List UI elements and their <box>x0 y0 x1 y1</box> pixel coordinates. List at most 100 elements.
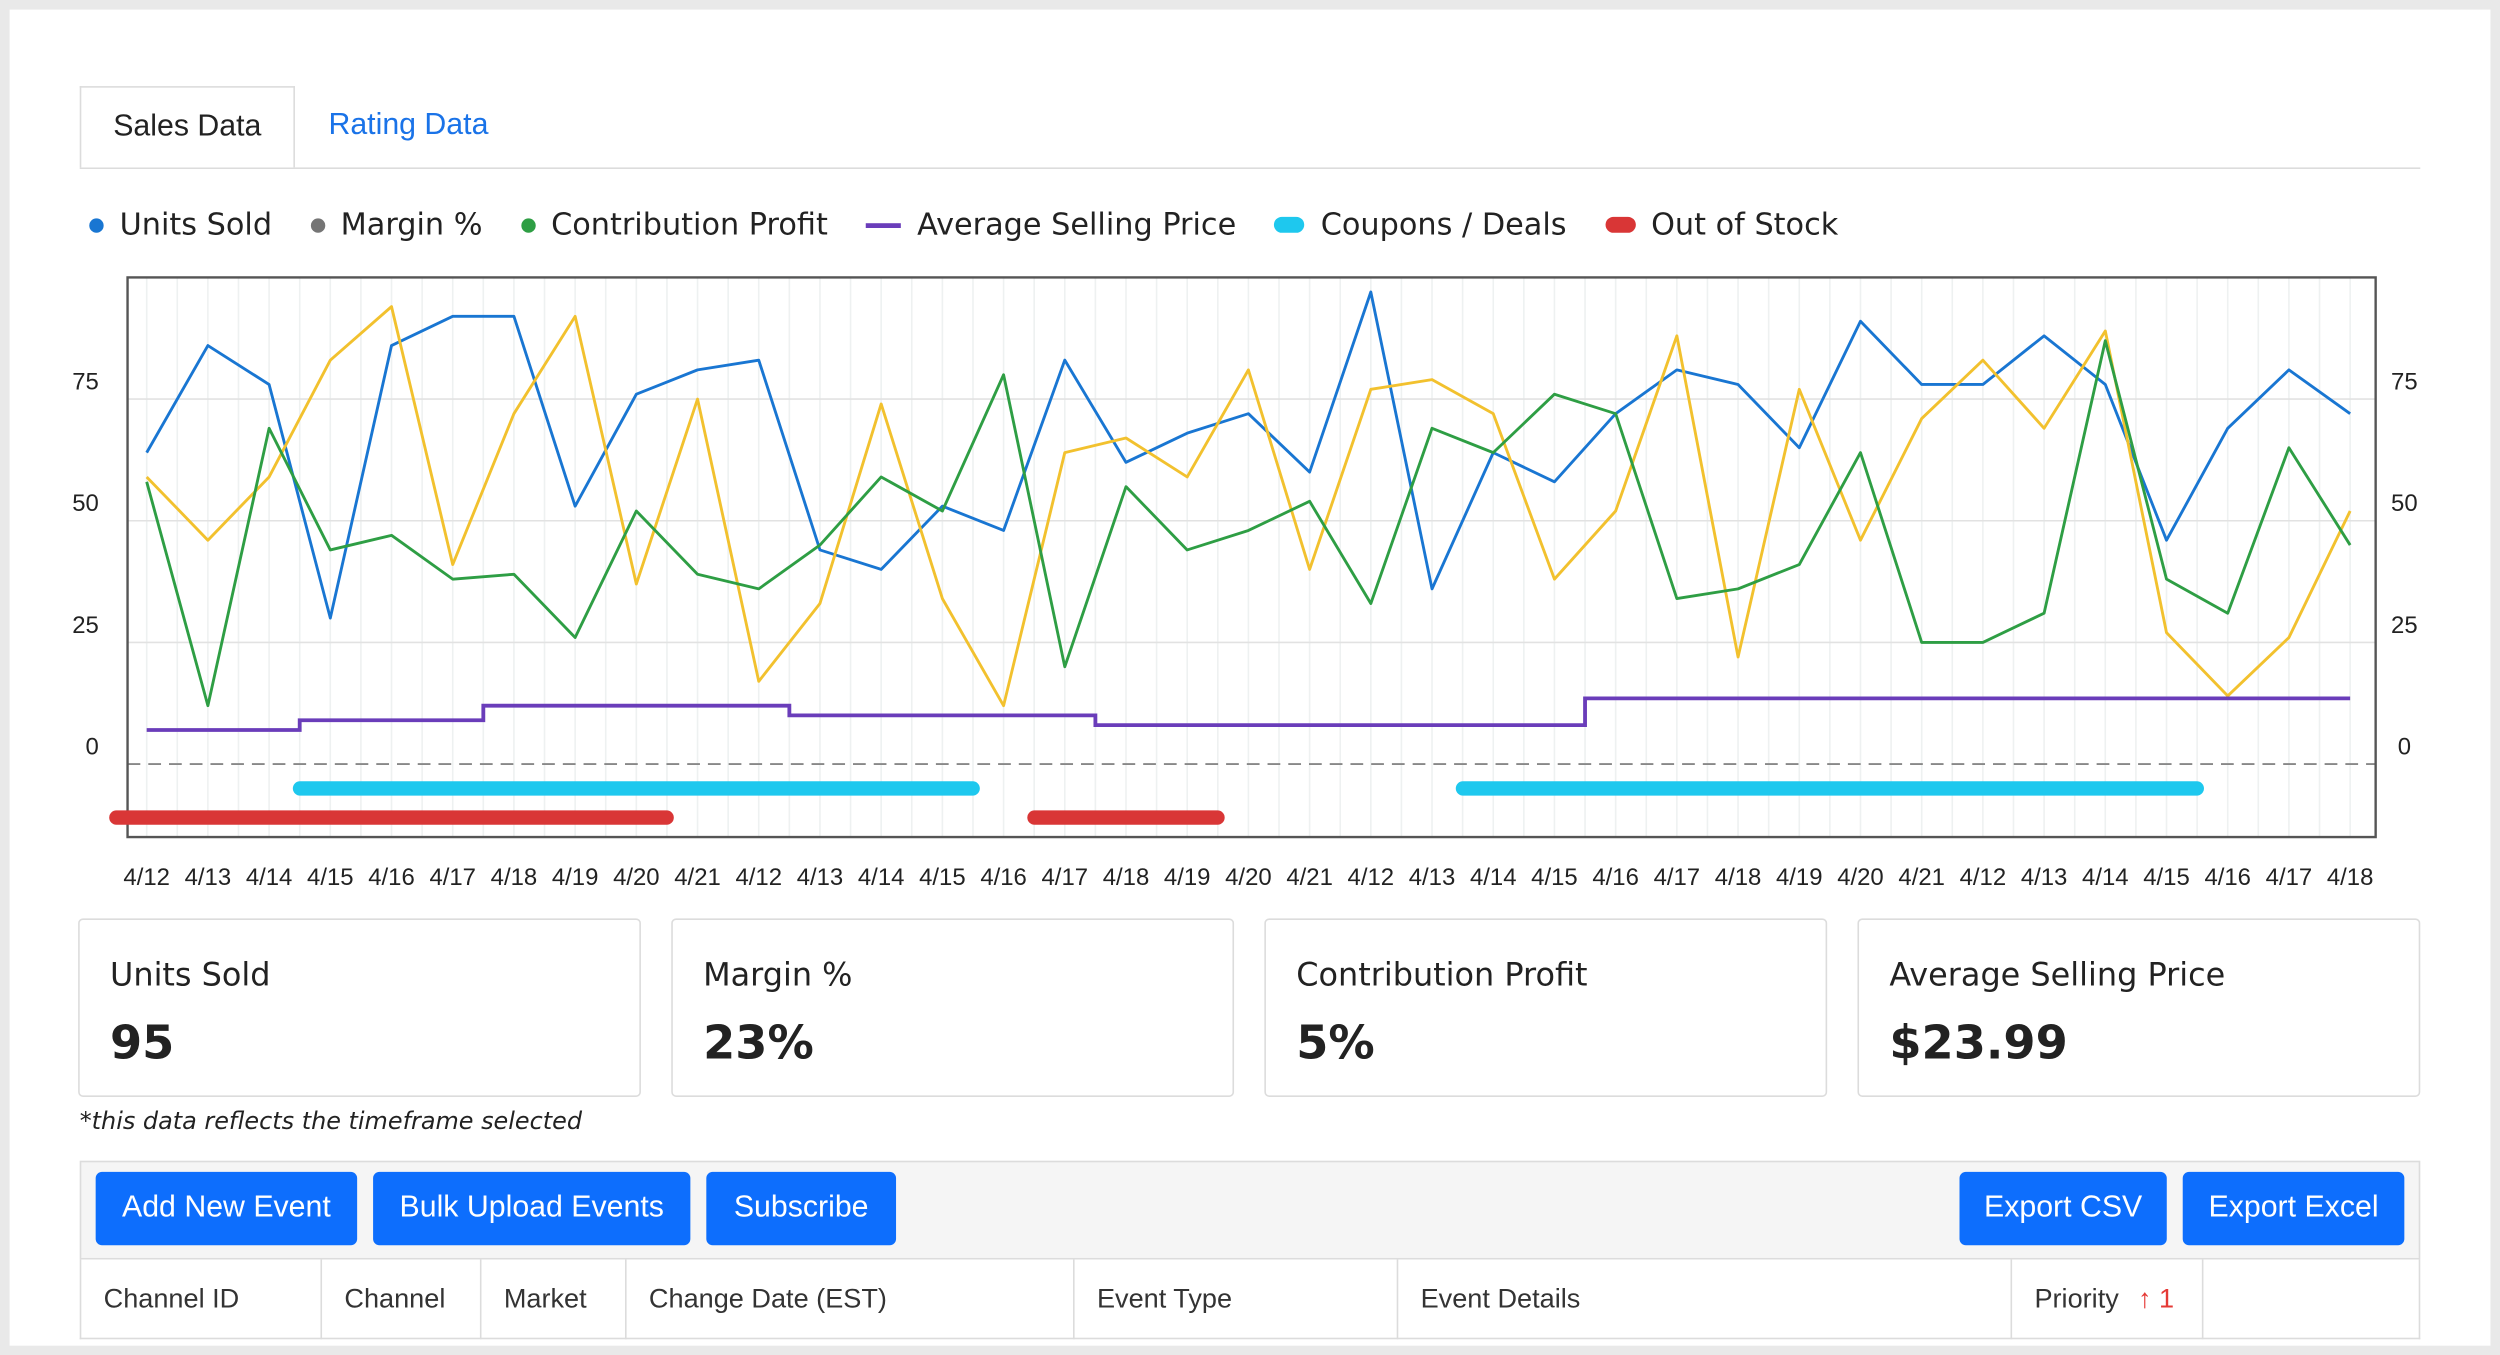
x-tick-label: 4/20 <box>1837 864 1884 891</box>
legend-label: Out of Stock <box>1651 207 1839 243</box>
legend-marker <box>1274 216 1305 233</box>
x-tick-label: 4/12 <box>123 864 170 891</box>
legend-label: Units Sold <box>119 207 273 243</box>
x-tick-label: 4/16 <box>2204 864 2251 891</box>
column-label: Change Date (EST) <box>648 1283 887 1314</box>
x-tick-label: 4/17 <box>1042 864 1089 891</box>
legend-item: Average Selling Price <box>866 207 1236 242</box>
x-tick-label: 4/17 <box>1654 864 1701 891</box>
y-tick-label: 50 <box>72 490 99 517</box>
series-line <box>145 305 2352 708</box>
x-tick-label: 4/13 <box>2021 864 2068 891</box>
card-value: 95 <box>110 1015 175 1070</box>
x-tick-label: 4/16 <box>368 864 415 891</box>
legend-label: Margin % <box>340 207 483 243</box>
x-tick-label: 4/18 <box>491 864 538 891</box>
x-tick-label: 4/16 <box>1592 864 1639 891</box>
stat-card: Average Selling Price $23.99 <box>1857 918 2421 1097</box>
plot-border <box>126 276 2377 839</box>
card-value: $23.99 <box>1889 1015 2068 1070</box>
button[interactable]: Add New Event <box>95 1171 358 1246</box>
x-tick-label: 4/17 <box>2266 864 2313 891</box>
y2-tick-label: 0 <box>2398 733 2411 760</box>
column-label: Event Type <box>1096 1283 1233 1314</box>
note: *this data reflects the timeframe select… <box>79 1106 583 1136</box>
x-tick-label: 4/15 <box>1531 864 1578 891</box>
legend-marker <box>1604 216 1636 233</box>
button[interactable]: Bulk Upload Events <box>373 1171 691 1246</box>
y-tick-label: 75 <box>72 368 99 395</box>
x-tick-label: 4/17 <box>429 864 476 891</box>
x-tick-label: 4/20 <box>613 864 660 891</box>
column-header[interactable]: Priority ↑ 1 <box>2012 1259 2204 1340</box>
column-label: Channel <box>344 1283 446 1314</box>
stat-card: Contribution Profit 5% <box>1264 918 1828 1097</box>
column-label: Channel ID <box>103 1283 240 1314</box>
button[interactable]: Subscribe <box>706 1171 897 1246</box>
x-tick-label: 4/16 <box>980 864 1027 891</box>
x-tick-label: 4/19 <box>1164 864 1211 891</box>
legend-item: Out of Stock <box>1604 207 1839 243</box>
legend-item: Coupons / Deals <box>1274 207 1567 243</box>
column-header[interactable]: Market <box>482 1259 627 1340</box>
x-tick-label: 4/15 <box>307 864 354 891</box>
column-header[interactable] <box>2203 1260 2421 1340</box>
card-title: Average Selling Price <box>1889 955 2226 994</box>
card-title: Units Sold <box>110 955 271 994</box>
stat-card: Units Sold 95 <box>78 918 641 1097</box>
x-tick-label: 4/12 <box>1960 864 2007 891</box>
legend-label: Contribution Profit <box>551 207 828 243</box>
x-tick-label: 4/18 <box>1103 864 1150 891</box>
x-tick-label: 4/20 <box>1225 864 1272 891</box>
legend-marker <box>89 217 104 232</box>
sort-indicator: ↑ 1 <box>2137 1283 2175 1314</box>
y2-tick-label: 25 <box>2391 612 2418 639</box>
legend-item: Margin % <box>310 207 483 243</box>
card-title: Contribution Profit <box>1296 955 1588 994</box>
tab-line <box>79 167 2421 170</box>
series-step <box>146 696 2351 732</box>
x-tick-label: 4/12 <box>1348 864 1395 891</box>
tab[interactable]: Sales Data <box>79 86 295 168</box>
table-header: Channel ID Channel Market Change Date (EST)… <box>79 1259 2421 1340</box>
legend-label: Coupons / Deals <box>1320 207 1567 243</box>
x-tick-label: 4/14 <box>246 864 293 891</box>
legend-marker <box>866 222 902 228</box>
column-label: Event Details <box>1420 1283 1581 1314</box>
x-tick-label: 4/13 <box>185 864 232 891</box>
tab[interactable]: Rating Data <box>328 108 489 142</box>
x-tick-label: 4/18 <box>1715 864 1762 891</box>
card-value: 23% <box>703 1015 814 1070</box>
card-title: Margin % <box>703 955 853 994</box>
x-tick-label: 4/13 <box>1409 864 1456 891</box>
chart: 0 25 50 75 0 25 50 75 4/12 4/13 4/14 4/15 4/16 4/17 4/… <box>72 276 2418 891</box>
card-value: 5% <box>1296 1015 1375 1070</box>
legend-marker <box>310 217 325 232</box>
legend: Units Sold Margin % Contribution Profit Ave… <box>89 202 1876 247</box>
legend-item: Contribution Profit <box>520 207 828 243</box>
x-tick-label: 4/18 <box>2327 864 2374 891</box>
column-header[interactable]: Event Details <box>1398 1259 2013 1340</box>
panel <box>9 9 2491 1346</box>
button[interactable]: Export Excel <box>2182 1171 2405 1246</box>
x-tick-label: 4/15 <box>919 864 966 891</box>
x-tick-label: 4/13 <box>797 864 844 891</box>
x-tick-label: 4/19 <box>1776 864 1823 891</box>
stat-card: Margin % 23% <box>671 918 1235 1097</box>
y2-tick-label: 75 <box>2391 368 2418 395</box>
column-header[interactable]: Change Date (EST) <box>627 1259 1075 1340</box>
column-header[interactable]: Channel ID <box>81 1259 323 1340</box>
legend-label: Average Selling Price <box>917 207 1237 243</box>
x-tick-label: 4/21 <box>674 864 721 891</box>
legend-item: Units Sold <box>89 207 272 242</box>
y2-tick-label: 50 <box>2391 490 2418 517</box>
column-header[interactable]: Event Type <box>1075 1259 1399 1340</box>
x-tick-label: 4/14 <box>858 864 905 891</box>
x-tick-label: 4/19 <box>552 864 599 891</box>
button[interactable]: Export CSV <box>1959 1171 2167 1246</box>
x-tick-label: 4/14 <box>1470 864 1517 891</box>
y-tick-label: 0 <box>86 733 99 760</box>
column-header[interactable]: Channel <box>322 1259 482 1340</box>
